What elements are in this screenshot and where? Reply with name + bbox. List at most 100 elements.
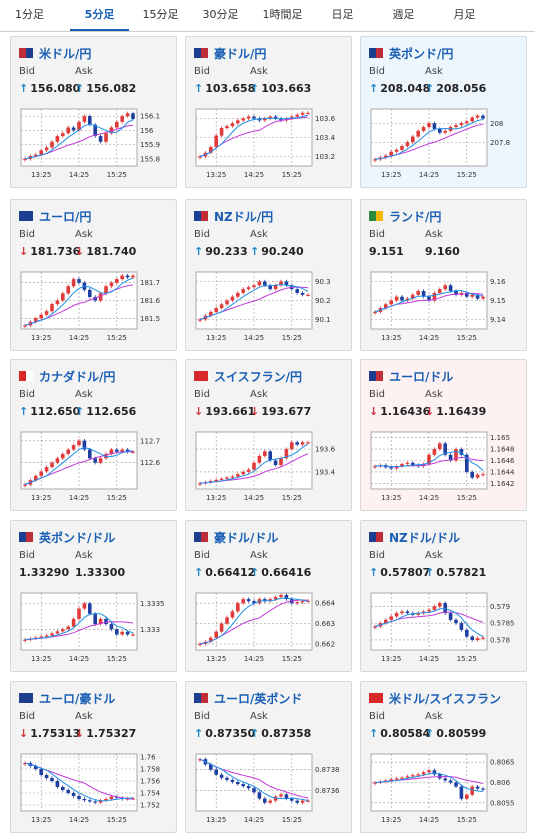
currency-card[interactable]: ランド/円 Bid Ask 9.151 9.160 9.16 9.15 9.14 13:25 14… (360, 199, 527, 351)
currency-card[interactable]: 米ドル/スイスフラン Bid Ask ↑ 0.80584 ↑ 0.80599 0.8065 0.… (360, 681, 527, 833)
x-tick-label: 14:25 (244, 334, 264, 342)
candle-body (71, 279, 76, 287)
ask-number: 0.66416 (261, 566, 312, 579)
card-title: 豪ドル/ドル (194, 530, 279, 545)
candle-body (394, 778, 399, 780)
price-chart[interactable]: 112.7 112.6 13:25 14:25 15:25 (19, 429, 169, 505)
currency-card[interactable]: 豪ドル/円 Bid Ask ↑ 103.658 ↑ 103.663 103.6 103.4 103… (185, 36, 352, 188)
pair-name[interactable]: NZドル/ドル (389, 530, 461, 545)
tab-1hour[interactable]: 1時間足 (262, 8, 303, 21)
price-chart[interactable]: 181.7 181.6 181.5 13:25 14:25 15:25 (19, 269, 169, 345)
price-chart[interactable]: 103.6 103.4 103.2 13:25 14:25 15:25 (194, 106, 344, 182)
x-tick-label: 15:25 (107, 655, 127, 663)
price-chart[interactable]: 9.16 9.15 9.14 13:25 14:25 15:25 (369, 269, 519, 345)
y-tick-label: 1.3335 (140, 600, 165, 608)
ask-number: 9.160 (425, 245, 460, 258)
currency-card[interactable]: カナダドル/円 Bid Ask ↑ 112.650 ↑ 112.656 112.7 112.6 1… (10, 359, 177, 511)
ask-label: Ask (425, 229, 443, 240)
y-tick-label: 0.579 (490, 603, 510, 611)
arrow-up-icon: ↑ (194, 82, 204, 95)
currency-card[interactable]: 英ポンド/ドル Bid Ask 1.33290 1.33300 1.3335 1.333 13… (10, 520, 177, 672)
currency-card[interactable]: NZドル/円 Bid Ask ↑ 90.233 ↑ 90.240 90.3 90.2 90.1 13… (185, 199, 352, 351)
currency-card[interactable]: 英ポンド/円 Bid Ask ↑ 208.048 ↑ 208.056 208 207.8 13:2… (360, 36, 527, 188)
price-chart[interactable]: 0.579 0.5785 0.578 13:25 14:25 15:25 (369, 590, 519, 666)
pair-name[interactable]: ユーロ/円 (39, 209, 92, 224)
price-chart[interactable]: 0.8065 0.806 0.8055 13:25 14:25 15:25 (369, 751, 519, 827)
candle-body (82, 440, 87, 450)
candle-body (241, 471, 245, 475)
candle-body (61, 453, 65, 459)
y-tick-label: 1.752 (140, 802, 160, 810)
pair-name[interactable]: ユーロ/英ポンド (214, 691, 303, 706)
ma-short-line (24, 613, 134, 641)
price-chart[interactable]: 156.1 156 155.9 155.8 13:25 14:25 15:25 (19, 106, 169, 182)
pair-name[interactable]: 英ポンド/円 (389, 46, 454, 61)
candle-body (246, 287, 251, 290)
tab-5min[interactable]: 5分足 (70, 0, 129, 31)
price-chart[interactable]: 0.8738 0.8736 13:25 14:25 15:25 (194, 751, 344, 827)
candle-body (120, 449, 124, 452)
candle-body (268, 451, 272, 461)
price-chart[interactable]: 208 207.8 13:25 14:25 15:25 (369, 106, 519, 182)
price-chart[interactable]: 0.664 0.663 0.662 13:25 14:25 15:25 (194, 590, 344, 666)
x-tick-label: 15:25 (457, 334, 477, 342)
candle-body (66, 790, 70, 793)
candle-body (263, 599, 267, 602)
price-chart[interactable]: 193.6 193.4 13:25 14:25 15:25 (194, 429, 344, 505)
candle-body (384, 619, 388, 624)
currency-card[interactable]: 豪ドル/ドル Bid Ask ↑ 0.66412 ↑ 0.66416 0.664 0.663 0.… (185, 520, 352, 672)
ask-number: 103.663 (261, 82, 312, 95)
candle-body (50, 633, 54, 636)
price-chart[interactable]: 1.165 1.1648 1.1646 1.1644 1.1642 13:25 14:25 1… (369, 429, 519, 505)
y-tick-label: 0.8055 (490, 799, 515, 807)
tab-15min[interactable]: 15分足 (142, 8, 179, 21)
pair-name[interactable]: 米ドル/円 (39, 46, 92, 61)
pair-name[interactable]: NZドル/円 (214, 209, 274, 224)
price-chart[interactable]: 1.3335 1.333 13:25 14:25 15:25 (19, 590, 169, 666)
pair-name[interactable]: スイスフラン/円 (214, 369, 303, 384)
pair-name[interactable]: 米ドル/スイスフラン (389, 691, 502, 706)
pair-name[interactable]: 英ポンド/ドル (39, 530, 116, 545)
tab-monthly[interactable]: 月足 (453, 8, 476, 21)
price-chart[interactable]: 90.3 90.2 90.1 13:25 14:25 15:25 (194, 269, 344, 345)
bid-label: Bid (194, 550, 210, 561)
tab-30min[interactable]: 30分足 (202, 8, 239, 21)
currency-card[interactable]: ユーロ/円 Bid Ask ↓ 181.736 ↓ 181.740 181.7 181.6 181… (10, 199, 177, 351)
x-tick-label: 15:25 (107, 334, 127, 342)
currency-card[interactable]: ユーロ/ドル Bid Ask ↓ 1.16436 ↓ 1.16439 1.165 1.1648 1… (360, 359, 527, 511)
ask-number: 1.33300 (75, 566, 126, 579)
x-tick-label: 13:25 (381, 816, 401, 824)
candle-body (120, 116, 124, 122)
ask-label: Ask (425, 711, 443, 722)
arrow-up-icon: ↑ (75, 405, 85, 418)
candle-body (88, 800, 92, 802)
candle-body (263, 798, 267, 803)
ask-label: Ask (250, 66, 268, 77)
pair-name[interactable]: ユーロ/ドル (389, 369, 454, 384)
currency-card[interactable]: スイスフラン/円 Bid Ask ↓ 193.661 ↓ 193.677 193.6 193.4… (185, 359, 352, 511)
bid-number: 1.33290 (19, 566, 70, 579)
currency-card[interactable]: 米ドル/円 Bid Ask ↑ 156.080 ↑ 156.082 156.1 156 155.9… (10, 36, 177, 188)
candlestick-chart: 208 207.8 13:25 14:25 15:25 (370, 108, 510, 179)
currency-card[interactable]: ユーロ/豪ドル Bid Ask ↓ 1.75313 ↓ 1.75327 1.76 1.758 1.… (10, 681, 177, 833)
candle-body (427, 770, 431, 773)
candlestick-chart: 156.1 156 155.9 155.8 13:25 14:25 15:25 (20, 108, 160, 179)
currency-card[interactable]: NZドル/ドル Bid Ask ↑ 0.57807 ↑ 0.57821 0.579 0.5785… (360, 520, 527, 672)
bid-label: Bid (194, 711, 210, 722)
candle-body (209, 481, 213, 483)
pair-name[interactable]: ユーロ/豪ドル (39, 691, 116, 706)
currency-card[interactable]: ユーロ/英ポンド Bid Ask ↑ 0.87350 ↑ 0.87358 0.8738 0.87… (185, 681, 352, 833)
x-tick-label: 13:25 (206, 171, 226, 179)
arrow-up-icon: ↑ (194, 245, 204, 258)
tab-1min[interactable]: 1分足 (15, 8, 44, 21)
pair-name[interactable]: 豪ドル/ドル (214, 530, 279, 545)
pair-name[interactable]: ランド/円 (389, 209, 442, 224)
candle-body (443, 285, 447, 290)
pair-name[interactable]: カナダドル/円 (39, 369, 116, 384)
y-tick-label: 103.2 (315, 153, 335, 161)
tab-weekly[interactable]: 週足 (392, 8, 415, 21)
pair-name[interactable]: 豪ドル/円 (214, 46, 267, 61)
candle-body (411, 462, 415, 466)
price-chart[interactable]: 1.76 1.758 1.756 1.754 1.752 13:25 14:25 15:25 (19, 751, 169, 827)
tab-daily[interactable]: 日足 (331, 8, 354, 21)
